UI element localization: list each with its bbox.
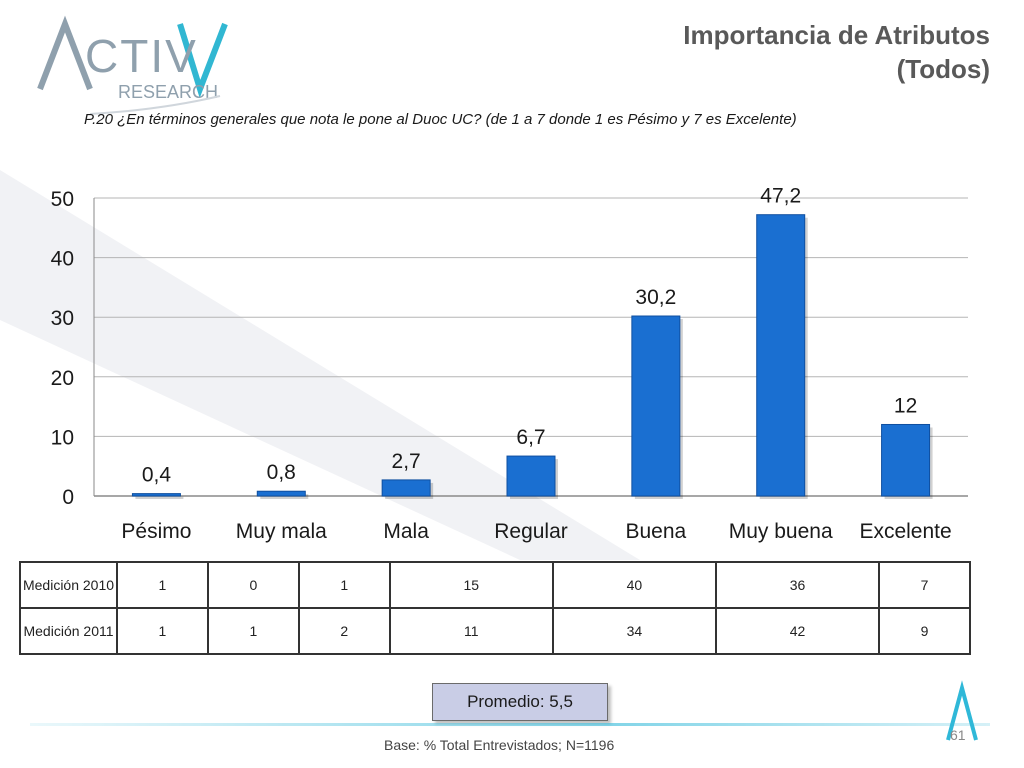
activa-logo: CTIV RESEARCH <box>37 15 228 115</box>
bar <box>381 479 431 497</box>
table-cell: 1 <box>297 561 391 609</box>
table-cell: 11 <box>388 607 554 655</box>
page-title: Importancia de Atributos (Todos) <box>683 18 990 86</box>
table-cell: 2 <box>297 607 391 655</box>
comparison-table: Medición 2010 1 0 1 15 40 36 7 Medición 2011 1 1 2 1… <box>19 561 971 655</box>
table-cell: 7 <box>878 561 971 609</box>
table-cell: 36 <box>714 561 881 609</box>
row-label: Medición 2010 <box>19 561 118 609</box>
x-tick-label: Muy buena <box>729 520 833 543</box>
bar <box>256 490 306 497</box>
y-tick-label: 20 <box>51 367 74 390</box>
survey-question: P.20 ¿En términos generales que nota le … <box>84 111 797 128</box>
x-tick-label: Buena <box>625 520 686 543</box>
title-line-1: Importancia de Atributos <box>683 20 990 50</box>
table-cell: 34 <box>551 607 717 655</box>
svg-text:CTIV: CTIV <box>85 30 198 82</box>
bar-value-label: 12 <box>894 394 917 417</box>
bar <box>631 315 681 497</box>
bar <box>756 214 806 497</box>
bar-shadow <box>135 496 184 499</box>
table-cell: 0 <box>206 561 300 609</box>
x-tick-label: Muy mala <box>236 520 327 543</box>
table-cell: 9 <box>878 607 971 655</box>
y-tick-label: 50 <box>51 188 74 211</box>
y-tick-label: 30 <box>51 307 74 330</box>
x-tick-label: Pésimo <box>121 520 191 543</box>
page-number: 61 <box>950 727 966 743</box>
y-tick-label: 10 <box>51 426 74 449</box>
bar-value-label: 47,2 <box>760 185 801 208</box>
table-cell: 40 <box>551 561 717 609</box>
bar-value-label: 0,8 <box>267 461 296 484</box>
bar-value-label: 30,2 <box>635 286 676 309</box>
svg-text:RESEARCH: RESEARCH <box>118 82 218 102</box>
table-cell: 15 <box>388 561 554 609</box>
table-row: Medición 2011 1 1 2 11 34 42 9 <box>19 607 971 655</box>
base-note: Base: % Total Entrevistados; N=1196 <box>384 737 615 753</box>
activa-small-logo <box>946 680 978 741</box>
bar <box>131 493 181 497</box>
bar <box>506 455 556 497</box>
x-tick-label: Excelente <box>859 520 951 543</box>
bar-chart: 0 10 20 30 40 50 0,4 Pésimo 0,8 Muy mala 2,7 Mala 6,… <box>51 185 968 543</box>
bar-value-label: 0,4 <box>142 464 172 487</box>
table-row: Medición 2010 1 0 1 15 40 36 7 <box>19 561 971 609</box>
title-line-2: (Todos) <box>896 54 990 84</box>
row-label: Medición 2011 <box>19 607 118 655</box>
bar <box>881 423 931 497</box>
footer-swoosh <box>30 723 990 726</box>
promedio-box: Promedio: 5,5 <box>432 683 608 721</box>
y-tick-label: 0 <box>62 486 74 509</box>
bar-shadow <box>260 494 309 499</box>
y-tick-label: 40 <box>51 248 74 271</box>
table-cell: 1 <box>116 607 209 655</box>
bar-value-label: 6,7 <box>516 426 545 449</box>
table-cell: 1 <box>206 607 300 655</box>
x-tick-label: Mala <box>383 520 429 543</box>
bar-value-label: 2,7 <box>392 450 421 473</box>
table-cell: 42 <box>714 607 881 655</box>
x-tick-label: Regular <box>494 520 568 543</box>
table-cell: 1 <box>116 561 209 609</box>
